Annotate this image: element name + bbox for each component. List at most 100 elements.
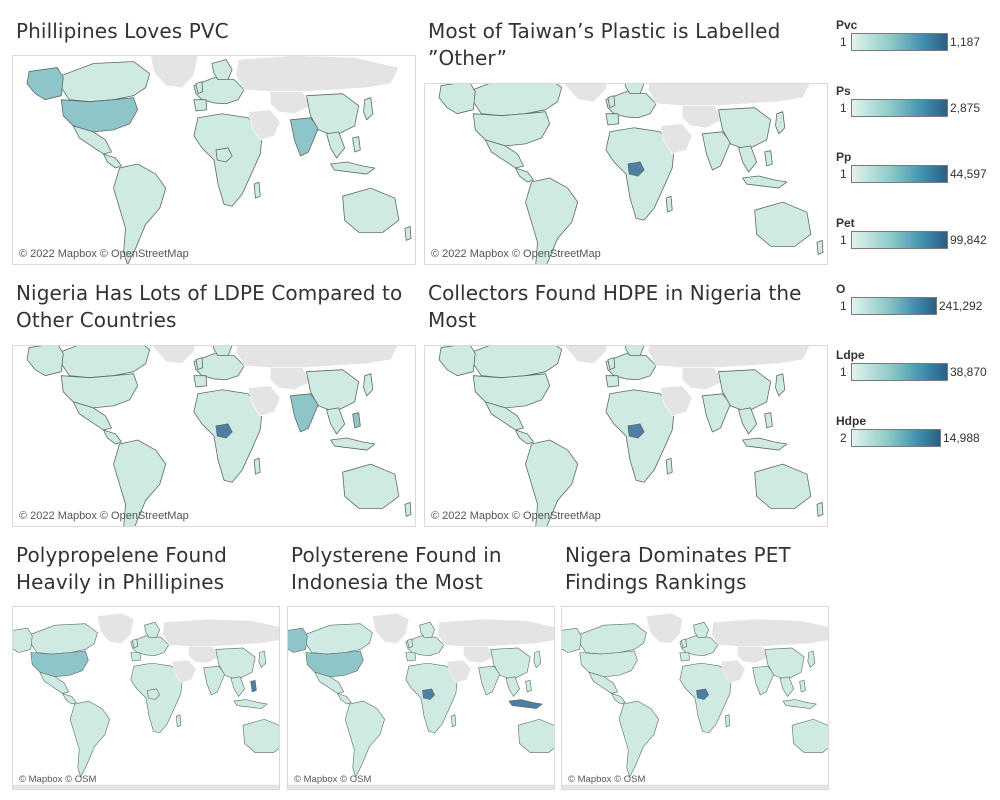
- region-japan[interactable]: [775, 111, 786, 135]
- region-greenland[interactable]: [372, 612, 410, 644]
- region-usa[interactable]: [60, 97, 139, 133]
- region-philippines[interactable]: [352, 412, 361, 429]
- region-mideast[interactable]: [247, 109, 281, 141]
- region-philippines[interactable]: [764, 150, 773, 167]
- region-camerica[interactable]: [103, 153, 122, 169]
- region-madagascar[interactable]: [725, 714, 731, 728]
- region-southamerica[interactable]: [113, 439, 167, 526]
- region-greenland[interactable]: [562, 84, 610, 102]
- region-usa[interactable]: [472, 373, 551, 409]
- region-nigeria[interactable]: [147, 688, 160, 700]
- region-iberia[interactable]: [130, 652, 141, 662]
- region-philippines[interactable]: [799, 680, 806, 693]
- region-nz[interactable]: [816, 501, 824, 517]
- region-southamerica[interactable]: [525, 177, 579, 264]
- region-canada[interactable]: [579, 623, 647, 655]
- region-madagascar[interactable]: [665, 195, 673, 213]
- region-australia[interactable]: [791, 718, 828, 753]
- region-seasia[interactable]: [326, 407, 346, 435]
- region-nigeria[interactable]: [215, 147, 233, 163]
- region-madagascar[interactable]: [253, 181, 261, 199]
- region-mexico[interactable]: [484, 139, 524, 169]
- map-frame[interactable]: © Mapbox © OSM: [561, 606, 829, 790]
- region-seasia[interactable]: [505, 676, 520, 697]
- region-nz[interactable]: [816, 239, 824, 255]
- region-iberia[interactable]: [193, 375, 208, 388]
- region-centralasia[interactable]: [188, 646, 220, 664]
- region-centralasia[interactable]: [463, 646, 495, 664]
- region-madagascar[interactable]: [176, 714, 182, 728]
- region-philippines[interactable]: [764, 412, 773, 429]
- region-mexico[interactable]: [39, 671, 69, 694]
- region-camerica[interactable]: [62, 693, 77, 705]
- region-nigeria[interactable]: [627, 161, 645, 177]
- region-seasia[interactable]: [779, 676, 794, 697]
- region-nz[interactable]: [404, 501, 412, 517]
- region-iberia[interactable]: [605, 113, 620, 126]
- region-camerica[interactable]: [337, 693, 352, 705]
- region-russia[interactable]: [711, 618, 828, 647]
- map-frame[interactable]: © Mapbox © OSM: [287, 606, 555, 790]
- region-centralasia[interactable]: [269, 91, 311, 115]
- region-alaska[interactable]: [438, 84, 476, 115]
- region-usa[interactable]: [579, 650, 638, 678]
- world-map[interactable]: [13, 346, 415, 526]
- region-nigeria[interactable]: [627, 423, 645, 439]
- region-madagascar[interactable]: [451, 714, 457, 728]
- region-indonesia[interactable]: [330, 161, 376, 175]
- region-mideast[interactable]: [659, 123, 693, 155]
- region-canada[interactable]: [30, 623, 98, 655]
- region-nigeria[interactable]: [215, 423, 233, 439]
- region-indonesia[interactable]: [742, 175, 788, 189]
- region-india[interactable]: [289, 393, 319, 433]
- region-scand[interactable]: [624, 84, 645, 95]
- map-frame[interactable]: © 2022 Mapbox © OpenStreetMap: [12, 55, 416, 265]
- region-australia[interactable]: [242, 718, 279, 753]
- region-mexico[interactable]: [588, 671, 618, 694]
- region-australia[interactable]: [517, 718, 554, 753]
- region-centralasia[interactable]: [269, 367, 311, 391]
- region-scand[interactable]: [212, 346, 233, 357]
- region-china[interactable]: [718, 369, 772, 413]
- region-uk[interactable]: [195, 81, 204, 95]
- world-map[interactable]: [288, 607, 554, 789]
- region-canada[interactable]: [60, 61, 151, 103]
- region-southamerica[interactable]: [344, 700, 385, 778]
- region-russia[interactable]: [162, 618, 279, 647]
- region-india[interactable]: [289, 117, 319, 157]
- region-australia[interactable]: [342, 463, 400, 509]
- region-scand[interactable]: [419, 621, 435, 638]
- region-greenland[interactable]: [562, 346, 610, 364]
- region-mideast[interactable]: [446, 659, 472, 684]
- region-usa[interactable]: [472, 111, 551, 147]
- region-russia[interactable]: [647, 84, 811, 106]
- region-philippines[interactable]: [525, 680, 532, 693]
- region-china[interactable]: [306, 93, 360, 137]
- region-centralasia[interactable]: [737, 646, 769, 664]
- region-southamerica[interactable]: [525, 439, 579, 526]
- region-china[interactable]: [764, 647, 805, 681]
- region-japan[interactable]: [807, 650, 816, 668]
- region-scand[interactable]: [693, 621, 709, 638]
- world-map[interactable]: [13, 607, 279, 789]
- region-china[interactable]: [490, 647, 531, 681]
- region-india[interactable]: [478, 665, 501, 696]
- region-usa[interactable]: [30, 650, 89, 678]
- world-map[interactable]: [425, 346, 827, 526]
- region-madagascar[interactable]: [253, 457, 261, 475]
- region-seasia[interactable]: [738, 145, 758, 173]
- map-frame[interactable]: © 2022 Mapbox © OpenStreetMap: [12, 345, 416, 527]
- region-india[interactable]: [752, 665, 775, 696]
- region-scand[interactable]: [211, 59, 233, 81]
- region-camerica[interactable]: [515, 429, 534, 445]
- region-nigeria[interactable]: [422, 688, 435, 700]
- region-uk[interactable]: [195, 357, 204, 371]
- region-southamerica[interactable]: [618, 700, 659, 778]
- region-mexico[interactable]: [72, 125, 112, 155]
- region-japan[interactable]: [533, 650, 542, 668]
- region-india[interactable]: [701, 131, 731, 171]
- region-japan[interactable]: [775, 373, 786, 397]
- region-japan[interactable]: [363, 373, 374, 397]
- region-greenland[interactable]: [97, 612, 135, 644]
- region-madagascar[interactable]: [665, 457, 673, 475]
